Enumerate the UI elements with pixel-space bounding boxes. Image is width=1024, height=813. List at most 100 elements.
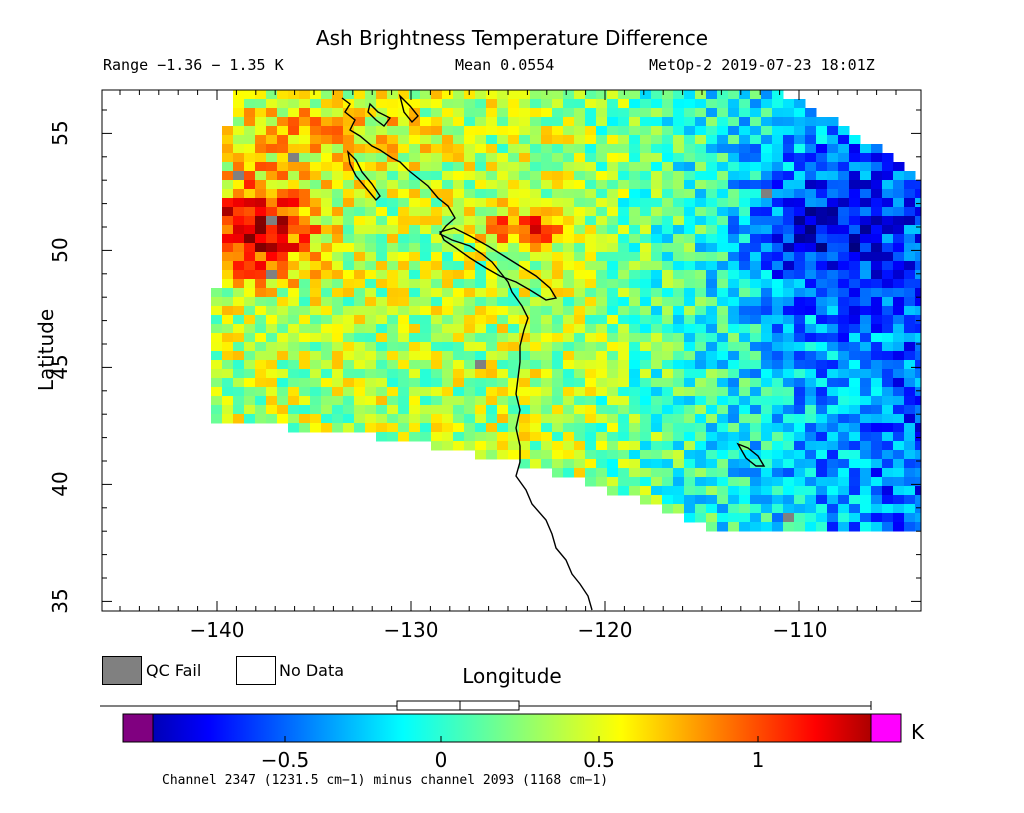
swath-pixel (497, 198, 509, 208)
swath-pixel (629, 144, 641, 154)
swath-pixel (365, 396, 377, 406)
swath-pixel (475, 387, 487, 397)
swath-pixel (717, 414, 729, 424)
swath-pixel (398, 171, 410, 181)
swath-pixel (310, 126, 322, 136)
swath-pixel (431, 414, 443, 424)
swath-pixel (376, 387, 388, 397)
swath-pixel (739, 144, 751, 154)
swath-pixel (684, 450, 696, 460)
swath-pixel (486, 252, 498, 262)
swath-pixel (255, 225, 267, 235)
swath-pixel (266, 369, 278, 379)
swath-pixel (684, 504, 696, 514)
swath-pixel (519, 126, 531, 136)
swath-pixel (728, 225, 740, 235)
swath-pixel (541, 297, 553, 307)
swath-pixel (343, 369, 355, 379)
swath-pixel (772, 315, 784, 325)
swath-pixel (805, 459, 817, 469)
swath-pixel (453, 360, 465, 370)
swath-pixel (299, 405, 311, 415)
swath-pixel (860, 504, 872, 514)
swath-pixel (596, 297, 608, 307)
swath-pixel (442, 90, 454, 100)
swath-pixel (871, 432, 883, 442)
swath-pixel (772, 252, 784, 262)
swath-pixel (728, 234, 740, 244)
swath-pixel (684, 117, 696, 127)
swath-pixel (387, 243, 399, 253)
swath-pixel (453, 171, 465, 181)
swath-pixel (233, 360, 245, 370)
swath-pixel (662, 297, 674, 307)
swath-pixel (431, 306, 443, 316)
swath-pixel (849, 144, 861, 154)
swath-pixel (574, 450, 586, 460)
swath-pixel (893, 486, 905, 496)
swath-pixel (893, 378, 905, 388)
swath-pixel (508, 405, 520, 415)
swath-pixel (596, 99, 608, 109)
swath-pixel (728, 513, 740, 523)
swath-pixel (387, 234, 399, 244)
swath-pixel (596, 369, 608, 379)
swath-pixel (233, 333, 245, 343)
swath-pixel (805, 333, 817, 343)
swath-pixel (706, 477, 718, 487)
swath-pixel (695, 90, 707, 100)
swath-pixel (739, 252, 751, 262)
swath-pixel (552, 450, 564, 460)
swath-pixel (431, 279, 443, 289)
swath-pixel (596, 324, 608, 334)
swath-pixel (915, 243, 921, 253)
swath-pixel (453, 144, 465, 154)
swath-pixel (299, 396, 311, 406)
swath-pixel (222, 234, 234, 244)
swath-pixel (750, 414, 762, 424)
swath-pixel (508, 351, 520, 361)
swath-pixel (915, 486, 921, 496)
swath-pixel (849, 324, 861, 334)
swath-pixel (431, 135, 443, 145)
swath-pixel (354, 378, 366, 388)
swath-pixel (530, 99, 542, 109)
swath-pixel (299, 369, 311, 379)
swath-pixel (860, 288, 872, 298)
swath-pixel (420, 270, 432, 280)
swath-pixel (684, 261, 696, 271)
swath-pixel (640, 351, 652, 361)
swath-pixel (695, 513, 707, 523)
swath-pixel (255, 351, 267, 361)
swath-pixel (860, 189, 872, 199)
swath-pixel (563, 306, 575, 316)
swath-pixel (673, 450, 685, 460)
swath-pixel (783, 225, 795, 235)
swath-pixel (321, 144, 333, 154)
swath-pixel (607, 270, 619, 280)
swath-pixel (563, 441, 575, 451)
swath-pixel (387, 360, 399, 370)
swath-pixel (640, 108, 652, 118)
swath-pixel (893, 306, 905, 316)
swath-pixel (398, 342, 410, 352)
swath-pixel (827, 189, 839, 199)
swath-pixel (717, 306, 729, 316)
swath-pixel (442, 135, 454, 145)
swath-pixel (728, 153, 740, 163)
swath-pixel (497, 189, 509, 199)
swath-pixel (695, 252, 707, 262)
swath-pixel (794, 342, 806, 352)
swath-pixel (398, 261, 410, 271)
swath-pixel (563, 414, 575, 424)
swath-pixel (222, 162, 234, 172)
swath-pixel (827, 180, 839, 190)
swath-pixel (662, 387, 674, 397)
swath-pixel (321, 153, 333, 163)
swath-pixel (805, 522, 817, 532)
swath-pixel (761, 162, 773, 172)
swath-pixel (717, 495, 729, 505)
swath-pixel (552, 387, 564, 397)
swath-pixel (651, 252, 663, 262)
swath-pixel (431, 207, 443, 217)
